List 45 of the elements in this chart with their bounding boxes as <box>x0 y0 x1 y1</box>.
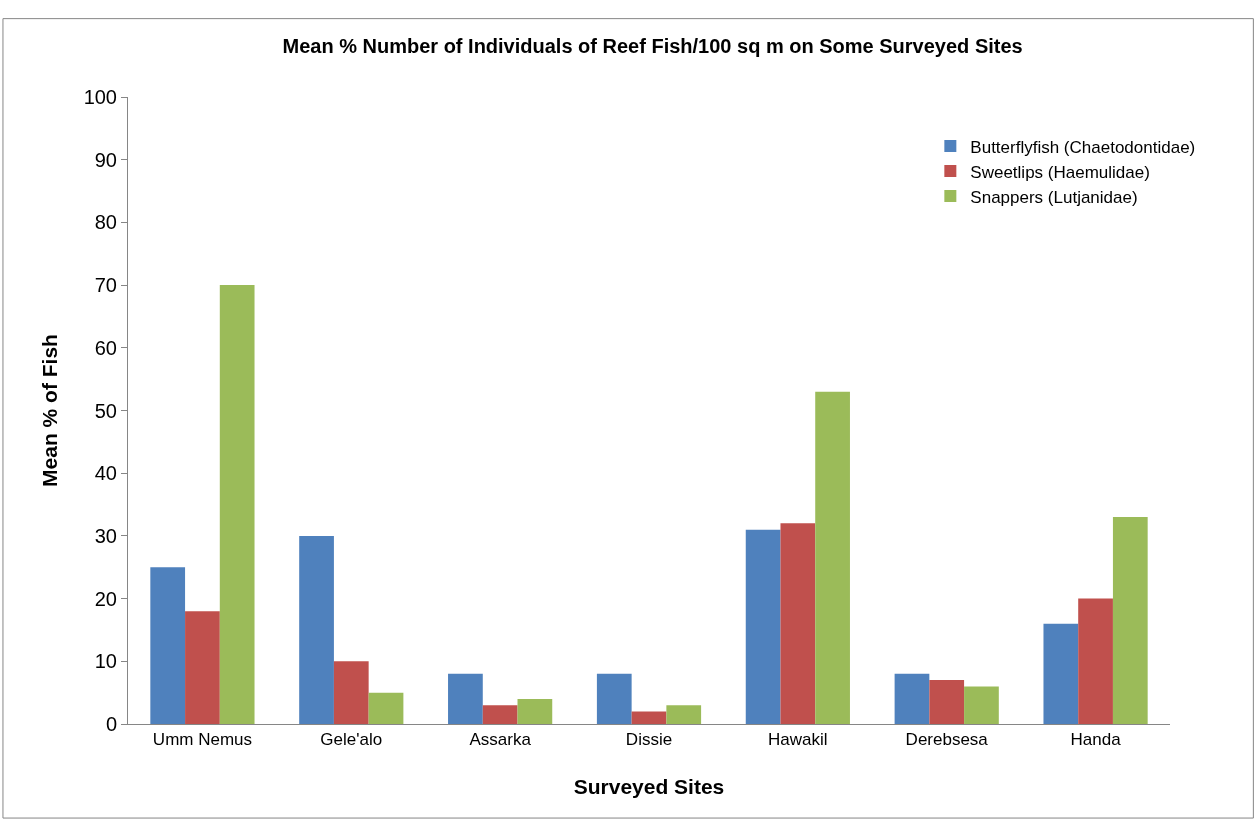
bar <box>1043 623 1079 724</box>
bar <box>219 285 255 724</box>
bar <box>745 529 781 724</box>
y-tick-label: 10 <box>94 650 117 673</box>
bar <box>150 567 186 724</box>
bar <box>1078 598 1113 724</box>
y-tick-label: 60 <box>94 336 117 359</box>
x-axis-title: Surveyed Sites <box>573 774 725 798</box>
y-tick-label: 80 <box>94 211 117 234</box>
x-tick-label: Derebsesa <box>905 730 989 750</box>
legend-label: Sweetlips (Haemulidae) <box>970 162 1150 182</box>
y-axis-title: Mean % of Fish <box>37 334 61 487</box>
y-tick-label: 40 <box>94 462 117 485</box>
bar <box>780 523 816 724</box>
x-tick-label: Dissie <box>625 730 673 750</box>
x-tick-label: Hawakil <box>768 730 828 750</box>
bar <box>333 661 369 724</box>
y-tick-label: 0 <box>105 713 117 735</box>
y-tick-label: 50 <box>94 399 117 422</box>
legend-label: Butterflyfish (Chaetodontidae) <box>970 137 1196 157</box>
bar <box>631 711 667 724</box>
x-tick-label: Handa <box>1070 730 1122 750</box>
bar <box>517 698 553 724</box>
chart-title: Mean % Number of Individuals of Reef Fish/100 sq m on Some Surveyed Sites <box>282 34 1023 57</box>
bar <box>482 705 518 724</box>
y-tick-label: 30 <box>94 524 117 547</box>
y-tick-label: 100 <box>83 86 117 108</box>
y-tick-label: 70 <box>94 274 117 297</box>
bar <box>368 692 404 724</box>
bar <box>1112 517 1148 724</box>
bar <box>964 686 999 724</box>
y-tick-label: 90 <box>94 148 117 171</box>
bar <box>299 535 334 724</box>
bar <box>448 673 483 724</box>
x-tick-label: Assarka <box>469 730 532 750</box>
bar <box>815 391 850 724</box>
y-tick-label: 20 <box>94 587 117 610</box>
x-tick-label: Umm Nemus <box>152 730 253 750</box>
x-tick-label: Gele'alo <box>320 730 383 750</box>
legend-label: Snappers (Lutjanidae) <box>970 187 1138 207</box>
bar <box>666 705 702 724</box>
bar <box>929 680 965 724</box>
bar <box>185 611 220 724</box>
bar <box>596 673 632 724</box>
bar <box>894 673 930 724</box>
